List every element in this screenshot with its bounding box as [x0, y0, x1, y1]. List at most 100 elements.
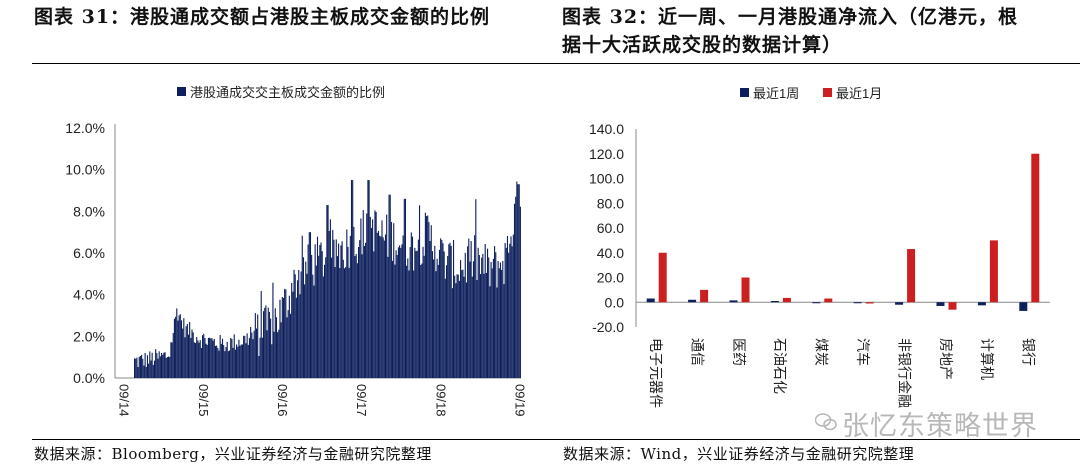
- left-bar: [240, 344, 242, 378]
- left-bar: [413, 270, 415, 378]
- left-bar: [305, 261, 307, 378]
- left-bar: [180, 320, 183, 378]
- left-bar: [357, 247, 360, 378]
- left-legend-swatch: [177, 87, 186, 96]
- left-bar: [335, 239, 337, 378]
- left-bar: [508, 252, 510, 378]
- left-bar: [146, 355, 149, 378]
- left-bar: [291, 282, 293, 378]
- left-bar: [356, 263, 358, 378]
- left-bar: [329, 219, 331, 378]
- left-bar: [451, 288, 453, 378]
- left-bar: [184, 337, 186, 378]
- left-bar: [420, 265, 422, 378]
- left-bar: [328, 230, 330, 378]
- left-bar: [503, 284, 505, 378]
- left-bar: [394, 264, 396, 378]
- left-bar: [232, 347, 234, 378]
- right-bar-week: [812, 302, 821, 304]
- right-x-tick-label: 医药: [731, 338, 747, 366]
- left-bar: [297, 280, 299, 378]
- left-bar: [456, 274, 458, 378]
- left-bar: [504, 243, 506, 378]
- left-bar: [506, 236, 509, 378]
- right-bar-week: [729, 300, 738, 303]
- left-bar: [196, 336, 198, 378]
- left-bar: [486, 248, 489, 378]
- left-bar: [411, 236, 414, 378]
- right-x-tick-label: 石油石化: [772, 338, 788, 394]
- left-bar: [379, 235, 381, 378]
- left-y-tick-label: 4.0%: [73, 287, 105, 303]
- left-bar: [498, 268, 500, 378]
- left-bar: [264, 307, 266, 378]
- left-bar: [325, 257, 327, 378]
- left-bar: [277, 332, 279, 378]
- left-bar: [404, 198, 407, 378]
- left-bar: [233, 334, 235, 378]
- left-y-tick-label: 8.0%: [73, 203, 105, 219]
- left-bar: [478, 255, 480, 378]
- right-bar-week: [770, 301, 779, 303]
- left-x-tick-label: 09/18: [433, 384, 448, 417]
- right-bar-week: [936, 302, 945, 306]
- left-bar: [465, 282, 467, 378]
- left-y-tick-label: 12.0%: [65, 120, 105, 136]
- watermark-text: 张忆东策略世界: [842, 411, 1038, 442]
- left-bar: [512, 234, 514, 378]
- left-bar: [307, 244, 309, 378]
- left-bar: [415, 251, 417, 378]
- right-bar-week: [688, 299, 697, 303]
- left-bar: [423, 255, 425, 378]
- left-bar: [449, 242, 451, 378]
- left-bar: [450, 245, 452, 378]
- left-bar: [421, 263, 423, 378]
- left-bar: [470, 241, 472, 378]
- right-bar-month: [824, 298, 833, 303]
- left-bar: [252, 339, 254, 378]
- left-bar: [236, 344, 238, 378]
- left-x-tick-label: 09/17: [354, 384, 369, 417]
- left-bar: [463, 276, 465, 378]
- left-bar: [284, 288, 286, 378]
- left-y-tick-label: 10.0%: [65, 162, 105, 178]
- left-bar: [505, 247, 507, 378]
- left-bar: [331, 257, 333, 378]
- left-bar: [172, 333, 174, 378]
- right-legend-swatch-week: [740, 88, 749, 97]
- left-bar: [496, 287, 498, 378]
- left-bar: [481, 257, 483, 378]
- left-bar: [316, 236, 319, 378]
- left-bar: [171, 342, 173, 378]
- left-bar: [192, 332, 194, 378]
- left-bar: [193, 342, 195, 378]
- left-bar: [354, 256, 356, 378]
- left-bar: [443, 251, 445, 378]
- left-bar: [293, 269, 295, 378]
- left-bar: [402, 235, 404, 378]
- left-bar: [492, 258, 494, 378]
- right-bar-week: [895, 302, 904, 305]
- wechat-icon: [815, 413, 837, 431]
- left-bar: [410, 232, 412, 378]
- left-bar: [179, 314, 181, 378]
- left-bar: [244, 335, 246, 378]
- left-bar: [519, 206, 521, 378]
- left-bar: [373, 251, 375, 378]
- left-bar: [263, 311, 265, 378]
- left-bar: [444, 278, 446, 378]
- left-bar: [309, 232, 312, 378]
- left-bar: [440, 238, 442, 378]
- left-bar: [191, 329, 193, 378]
- left-bar: [261, 337, 263, 378]
- left-bar: [231, 339, 233, 378]
- left-bar: [203, 333, 205, 378]
- left-bar: [353, 226, 355, 378]
- left-y-tick-label: 6.0%: [73, 245, 105, 261]
- left-bar: [142, 358, 144, 378]
- right-y-tick-label: 140.0: [589, 121, 624, 137]
- left-bar: [176, 308, 178, 378]
- left-bar: [374, 210, 376, 378]
- left-bar: [368, 180, 370, 378]
- left-bar: [304, 284, 306, 378]
